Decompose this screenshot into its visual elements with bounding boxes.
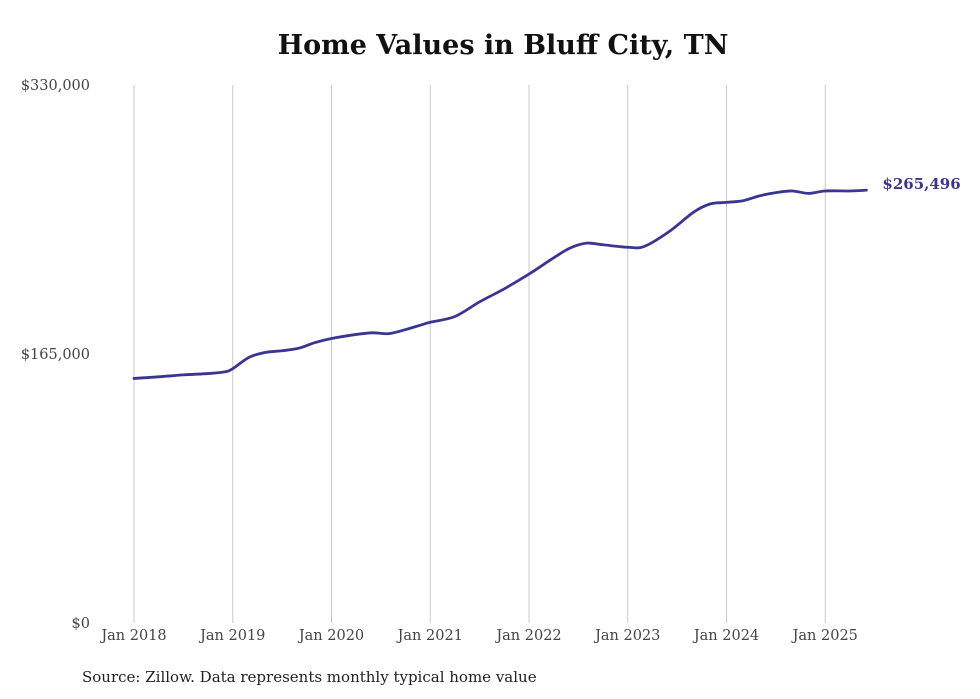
y-axis-ticks: $0 $165,000 $330,000	[21, 78, 90, 632]
source-note: Source: Zillow. Data represents monthly …	[82, 668, 537, 686]
x-tick-label: Jan 2022	[494, 628, 561, 644]
x-tick-label: Jan 2025	[791, 628, 858, 644]
y-tick-label: $0	[72, 616, 90, 632]
chart-title: Home Values in Bluff City, TN	[277, 30, 729, 61]
y-tick-label: $330,000	[21, 78, 90, 94]
home-value-line	[132, 188, 868, 380]
x-tick-label: Jan 2020	[297, 628, 364, 644]
y-tick-label: $165,000	[21, 347, 90, 363]
grid-lines	[133, 85, 826, 623]
x-tick-label: Jan 2018	[99, 628, 166, 644]
end-value-label: $265,496	[882, 175, 960, 193]
x-tick-label: Jan 2019	[198, 628, 265, 644]
x-tick-label: Jan 2024	[692, 628, 759, 644]
x-tick-label: Jan 2023	[593, 628, 660, 644]
x-axis-ticks: Jan 2018 Jan 2019 Jan 2020 Jan 2021 Jan 2022…	[99, 628, 858, 644]
x-tick-label: Jan 2021	[396, 628, 463, 644]
